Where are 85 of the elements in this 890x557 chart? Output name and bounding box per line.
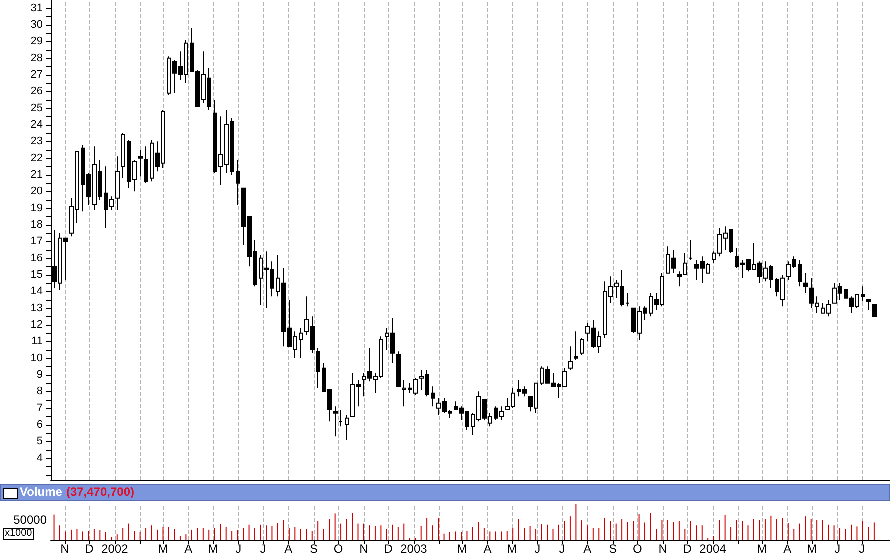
x-tick-label: J (834, 542, 841, 556)
candlestick (236, 160, 240, 206)
y-tick-label: 9 (36, 369, 43, 381)
y-tick-label: 17 (30, 236, 43, 248)
x-tick-label: M (457, 542, 468, 556)
candlestick (568, 346, 573, 370)
y-tick-label: 12 (30, 319, 43, 331)
candlestick (121, 132, 125, 179)
candlestick (580, 338, 584, 356)
y-tick-label: 28 (30, 52, 43, 64)
y-tick-label: 6 (36, 419, 43, 431)
x-tick-label: A (584, 542, 592, 556)
x-tick-label: 2004 (700, 542, 727, 556)
candlestick (861, 286, 865, 302)
x-tick-label: 2003 (400, 542, 428, 556)
x-tick-label: D (683, 542, 692, 556)
y-tick-label: 8 (36, 386, 43, 398)
y-tick-label: 27 (30, 69, 43, 81)
candlestick (144, 146, 148, 184)
y-tick-label: 11 (32, 336, 43, 348)
x-tick-label: M (507, 542, 518, 556)
y-tick-label: 10 (30, 352, 43, 364)
candlestick (333, 406, 338, 438)
y-tick-label: 16 (30, 252, 43, 264)
y-tick-label: 25 (30, 102, 43, 114)
candlestick (402, 380, 406, 408)
candlestick (798, 260, 802, 288)
x-tick-label: N (360, 542, 368, 556)
y-tick-label: 20 (30, 186, 43, 198)
candlestick (115, 156, 120, 210)
x-tick-label: J (859, 542, 866, 556)
y-tick-label: 13 (30, 302, 43, 314)
x-tick-label: J (559, 542, 566, 556)
x-tick-label: J (534, 542, 541, 556)
y-tick-label: 5 (36, 436, 43, 448)
x-tick-label: D (85, 542, 94, 556)
y-tick-label: 30 (30, 19, 43, 31)
y-tick-label: 29 (30, 36, 43, 48)
candlestick (345, 414, 349, 440)
x-tick-label: A (184, 542, 193, 556)
candlestick (803, 272, 808, 294)
x-tick-label: S (310, 542, 318, 556)
x-tick-label: M (807, 542, 818, 556)
y-tick-label: 21 (30, 169, 43, 181)
text: 50000 (14, 513, 47, 527)
x-tick-label: M (208, 542, 218, 556)
x-tick-label: A (484, 542, 492, 556)
y-tick-label: 15 (30, 269, 43, 281)
y-tick-label: 19 (30, 202, 43, 214)
x-tick-label: A (784, 542, 792, 556)
candlestick (574, 331, 578, 360)
candlestick (626, 292, 630, 308)
candlestick (431, 386, 435, 408)
candlestick (339, 410, 343, 428)
y-tick-label: 4 (36, 452, 43, 464)
x-tick-label: J (236, 542, 242, 556)
y-tick-label: 22 (30, 152, 43, 164)
y-tick-label: 31 (30, 2, 43, 14)
x-tick-label: N (60, 542, 70, 556)
candlestick (299, 328, 303, 359)
x-tick-label: N (658, 542, 668, 556)
y-tick-label: 26 (30, 86, 43, 98)
candlestick (866, 300, 871, 310)
candlestick (872, 304, 877, 318)
candlestick (396, 351, 401, 388)
chart-title: Volume (20, 485, 62, 499)
x-tick-label: O (632, 542, 642, 556)
y-tick-label: 24 (30, 119, 43, 131)
x-tick-label: 2002 (102, 542, 129, 556)
candlestick (689, 240, 693, 260)
x-tick-label: S (609, 542, 618, 556)
candlestick (316, 348, 320, 389)
candlestick (138, 150, 143, 178)
y-tick-label: 23 (30, 136, 43, 148)
x-tick-label: D (384, 542, 394, 556)
y-tick-label: 18 (30, 219, 43, 231)
x-tick-label: J (260, 542, 266, 556)
y-tick-label: 7 (36, 402, 43, 414)
chart-subtitle: (37,470,700) (66, 485, 135, 499)
text: x1000 (3, 528, 34, 540)
x-tick-label: M (757, 542, 768, 556)
x-tick-label: O (334, 542, 344, 556)
x-tick-label: M (158, 542, 168, 556)
y-tick-label: 14 (30, 286, 43, 298)
x-tick-label: A (284, 542, 293, 556)
